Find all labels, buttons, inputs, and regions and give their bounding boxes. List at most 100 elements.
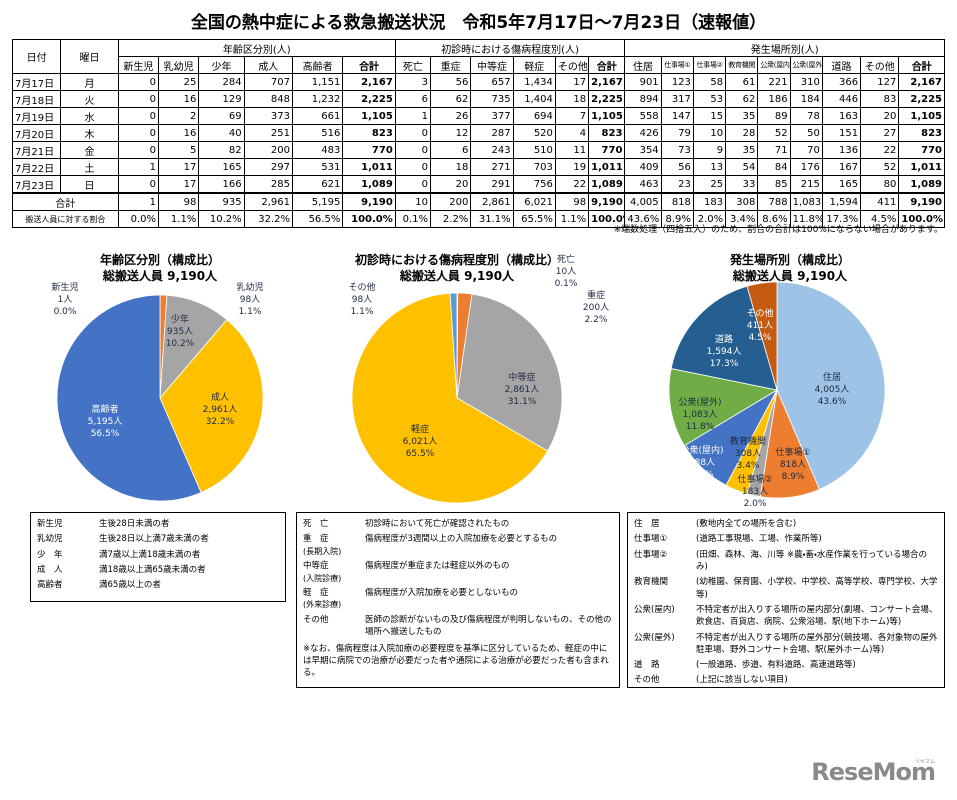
definition-text: 満65歳以上の者	[99, 580, 161, 591]
definition-item: 死 亡 初診時において死亡が確認されたもの	[303, 518, 613, 530]
value-cell: 1,105	[898, 107, 945, 125]
value-cell: 166	[198, 175, 245, 194]
definition-term: 公衆(屋外)	[634, 632, 696, 657]
definition-term: 仕事場①	[634, 533, 696, 545]
data-row: 7月22日土 1 17 165 297 531 1,011 0 18 271 703 19 1,011 4…	[11, 158, 945, 176]
definition-term: 道 路	[634, 659, 696, 671]
slice-value-label: 1人	[58, 295, 73, 305]
definition-term: 軽 症 (外来診療)	[303, 587, 365, 611]
definition-text: 傷病程度が入院加療を必要としないもの	[365, 588, 519, 599]
slice-label: 公衆(屋内)	[680, 444, 723, 456]
definition-term: 教育機関	[634, 576, 696, 601]
pie-slice	[456, 293, 563, 452]
slice-percent-label: 4.5%	[749, 333, 772, 343]
page-title: 全国の熱中症による救急搬送状況 令和5年7月17日～7月23日（速報値）	[190, 13, 767, 33]
logo: ReseMom	[811, 758, 936, 786]
value-cell: 703	[512, 158, 556, 176]
slice-percent-label: 8.9%	[782, 472, 805, 482]
definition-item: 高齢者 満65歳以上の者	[37, 579, 279, 591]
definition-text: 不特定者が出入りする場所の屋内部分(劇場、コンサート会場、飲食店、百貨店、病院、…	[696, 604, 938, 628]
slice-percent-label: 31.1%	[508, 397, 537, 407]
value-cell: 0	[394, 158, 432, 176]
slice-label: 乳幼児	[236, 281, 263, 293]
definition-item: 公衆(屋外) 不特定者が出入りする場所の屋外部分(競技場、各対象物の屋外駐車場、野…	[634, 632, 938, 657]
definition-item: 住 居 (敷地内全ての場所を含む)	[634, 518, 938, 530]
definition-item: その他 医師の診断がないもの及び傷病程度が判明しないもの、その他の場所へ搬送したも…	[303, 614, 613, 639]
definition-item: 成 人 満18歳以上満65歳未満の者	[37, 564, 279, 576]
definition-term: 重 症 (長期入院)	[303, 533, 365, 557]
column-header: 合計	[898, 56, 945, 74]
value-cell: 2,225	[342, 90, 396, 108]
slice-label: 仕事場①	[775, 446, 810, 458]
chart-subtitle: 総搬送人員 9,190人	[399, 268, 515, 283]
definition-term: 仕事場②	[634, 549, 696, 574]
value-cell: 13	[692, 158, 727, 176]
pie-slice	[159, 319, 264, 493]
slice-value-label: 6,021人	[403, 437, 438, 447]
definition-term: 死 亡	[303, 518, 365, 530]
value-cell: 0.1%	[394, 210, 432, 228]
slice-value-label: 1,083人	[683, 410, 718, 420]
slice-percent-label: 0.0%	[54, 307, 77, 317]
definition-item: 教育機関 (幼稚園、保育園、小学校、中学校、高等学校、専門学校、大学等)	[634, 576, 938, 601]
slice-label: 重症	[587, 289, 605, 301]
slice-label: 軽症	[411, 424, 429, 435]
pie-slice	[776, 281, 886, 490]
value-cell: 1,011	[342, 158, 396, 176]
definition-item: 乳幼児 生後28日以上満7歳未満の者	[37, 533, 279, 545]
definition-text: 傷病程度が重症または軽症以外のもの	[365, 561, 510, 572]
definition-text: (道路工事現場、工場、作業所等)	[696, 534, 822, 545]
share-label: 搬送人員に対する割合	[12, 210, 119, 228]
slice-value-label: 411人	[747, 321, 773, 331]
definition-text: 生後28日以上満7歳未満の者	[99, 534, 209, 545]
slice-value-label: 98人	[240, 295, 260, 305]
rounding-note: ※端数処理（四捨五入）のため、割合の合計は100%にならない場合があります。	[613, 225, 943, 235]
definition-term: 乳幼児	[37, 533, 99, 545]
slice-percent-label: 3.4%	[737, 461, 760, 471]
slice-value-label: 308人	[735, 449, 761, 459]
pie-slice	[746, 281, 778, 391]
term-text: 住 居	[634, 519, 660, 529]
slice-value-label: 98人	[352, 295, 372, 305]
pie-slice	[351, 292, 549, 504]
slice-percent-label: 11.8%	[686, 422, 715, 432]
slice-label: 中等症	[508, 371, 535, 383]
value-cell: 1,011	[588, 158, 626, 176]
term-text: 中等症	[303, 561, 329, 572]
slice-value-label: 1,594人	[707, 347, 742, 357]
slice-percent-label: 17.3%	[710, 359, 739, 369]
slice-percent-label: 10.2%	[166, 339, 195, 349]
slice-value-label: 2,961人	[203, 405, 238, 415]
slice-label: 成人	[211, 391, 229, 403]
pie-slice	[668, 368, 779, 447]
definition-text: (田畑、森林、海、川等 ※農・畜・水産作業を行っている場合のみ)	[696, 549, 927, 572]
slice-label: その他	[746, 307, 773, 319]
definition-term: 高齢者	[37, 579, 99, 591]
term-text: 死 亡	[303, 519, 329, 529]
value-cell: 10.2%	[198, 210, 245, 228]
slice-value-label: 935人	[167, 327, 193, 337]
slice-value-label: 183人	[742, 487, 768, 497]
definition-item: 仕事場② (田畑、森林、海、川等 ※農・畜・水産作業を行っている場合のみ)	[634, 549, 938, 574]
definition-text: (上記に該当しない項目)	[696, 675, 788, 686]
definition-item: 公衆(屋内) 不特定者が出入りする場所の屋内部分(劇場、コンサート会場、飲食店、百…	[634, 604, 938, 629]
term-text: 乳幼児	[37, 534, 63, 545]
value-cell: 4.5%	[860, 210, 900, 228]
slice-label: 教育機関	[730, 435, 766, 447]
slice-label: 新生児	[51, 281, 78, 293]
slice-percent-label: 32.2%	[206, 417, 235, 427]
definition-term: その他	[303, 614, 365, 639]
definition-term: 少 年	[37, 549, 99, 561]
data-row: 7月18日火 0 16 129 848 1,232 2,225 6 62 735 1,404 18 2,…	[11, 90, 945, 108]
definition-text: 満18歳以上満65歳未満の者	[99, 564, 206, 575]
slice-value-label: 4,005人	[815, 385, 850, 395]
chart-title: 年齢区分別（構成比）	[100, 252, 220, 267]
definition-term: 新生児	[37, 518, 99, 530]
term-text: 公衆(屋外)	[634, 632, 675, 643]
term-text: 道 路	[634, 660, 660, 671]
term-text: その他	[634, 675, 660, 686]
data-row: 7月19日水 0 2 69 373 661 1,105 1 26 377 694 7 1,105 558 1…	[11, 107, 945, 125]
definition-item: 少 年 満7歳以上満18歳未満の者	[37, 549, 279, 561]
slice-value-label: 200人	[583, 303, 609, 313]
